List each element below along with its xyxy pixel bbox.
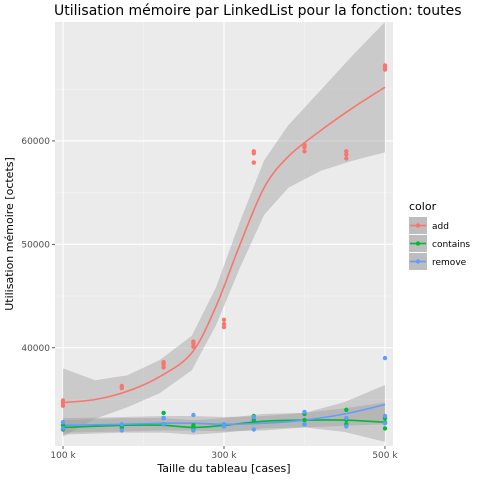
legend-key-point-add [415, 223, 421, 228]
y-tick-label: 60000 [21, 137, 50, 147]
legend-label-contains: contains [432, 240, 470, 250]
data-point-remove [161, 422, 166, 427]
x-axis-title: Taille du tableau [cases] [156, 462, 290, 475]
y-axis-ticks: 40000 50000 60000 [21, 137, 55, 354]
data-point-remove [119, 422, 125, 427]
data-point-add [60, 403, 66, 408]
data-point-contains [302, 417, 307, 423]
legend-label-remove: remove [432, 258, 467, 268]
y-tick-label: 50000 [21, 240, 50, 250]
data-point-add [302, 142, 307, 148]
data-point-add [119, 383, 125, 389]
data-point-remove [221, 422, 227, 427]
data-point-contains [251, 417, 256, 423]
data-point-remove [60, 420, 66, 425]
data-point-remove [251, 414, 256, 420]
data-point-add [161, 360, 166, 365]
x-tick-label: 300 k [211, 451, 237, 461]
y-tick-label: 40000 [21, 344, 50, 354]
data-point-remove [302, 409, 307, 415]
legend-label-add: add [432, 222, 449, 232]
data-point-remove [119, 428, 125, 433]
data-point-remove [302, 422, 307, 427]
x-tick-label: 100 k [50, 451, 76, 461]
gridlines [55, 22, 393, 446]
data-point-remove [161, 415, 166, 421]
data-point-remove [382, 355, 388, 361]
data-points [60, 63, 388, 433]
data-point-remove [251, 427, 256, 432]
trend-line-add [62, 86, 386, 404]
x-tick-label: 500 k [372, 451, 398, 461]
legend-title: color [409, 200, 437, 213]
chart-title: Utilisation mémoire par LinkedList pour … [54, 3, 462, 19]
data-point-add [191, 339, 196, 344]
legend: color add contains remove [409, 200, 470, 270]
data-point-remove [382, 421, 388, 426]
data-point-remove [60, 426, 66, 431]
data-point-add [60, 398, 66, 403]
x-axis-ticks: 100 k 300 k 500 k [50, 446, 398, 461]
data-point-contains [60, 423, 66, 428]
data-point-add [302, 149, 307, 154]
data-point-remove [344, 415, 349, 421]
confidence-band-add [63, 22, 385, 437]
data-point-add [221, 321, 227, 327]
data-point-remove [382, 413, 388, 419]
data-point-add [221, 324, 227, 330]
data-point-add [251, 160, 256, 165]
data-point-contains [382, 426, 388, 431]
legend-key-point-remove [415, 259, 421, 264]
data-point-add [382, 63, 388, 68]
data-point-add [251, 149, 256, 154]
data-point-add [221, 317, 227, 322]
data-point-add [161, 365, 166, 370]
data-point-contains [191, 423, 196, 428]
data-point-add [344, 152, 349, 157]
data-point-remove [344, 424, 349, 429]
data-point-contains [161, 410, 166, 416]
legend-key-point-contains [415, 241, 421, 246]
data-point-remove [191, 428, 196, 433]
data-point-add [344, 156, 349, 161]
data-point-contains [344, 407, 349, 412]
y-axis-title: Utilisation mémoire [octets] [3, 157, 16, 311]
data-point-remove [191, 412, 196, 418]
data-point-add [191, 344, 196, 349]
data-point-add [344, 149, 349, 154]
